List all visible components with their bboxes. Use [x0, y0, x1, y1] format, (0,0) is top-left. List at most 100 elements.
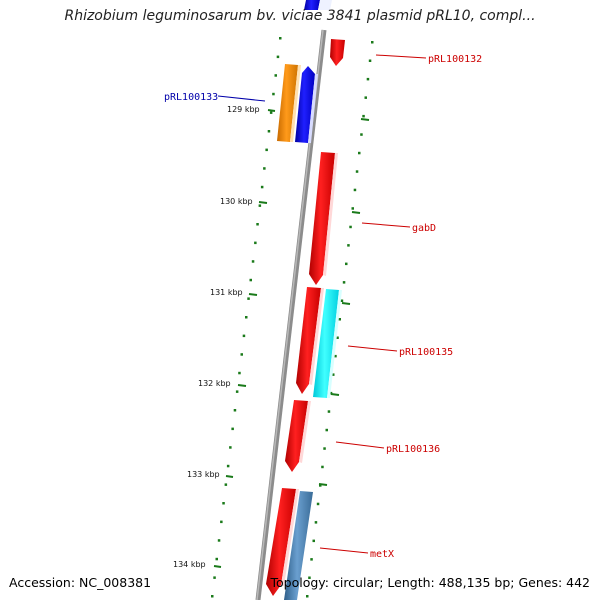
- inner-tick-dot: [229, 446, 232, 449]
- inner-tick-dot: [247, 297, 250, 300]
- outer-tick-dot: [323, 447, 326, 450]
- gene-red-3-white: [309, 288, 324, 385]
- map-title: Rhizobium leguminosarum bv. viciae 3841 …: [64, 8, 536, 24]
- outer-tick-dot: [368, 59, 372, 62]
- tick-label-134: 134 kbp: [173, 560, 206, 569]
- outer-tick-dot: [364, 96, 367, 99]
- tick-mark-132: [237, 384, 247, 387]
- outer-tick-1: [360, 118, 370, 121]
- inner-tick-dot: [240, 353, 243, 356]
- inner-tick-dot: [272, 92, 275, 96]
- inner-tick-dot: [249, 278, 252, 282]
- outer-tick-dot: [325, 428, 328, 432]
- outer-tick-4: [330, 393, 340, 396]
- gene-gabD[interactable]: [309, 152, 335, 285]
- outer-tick-dot: [334, 354, 337, 358]
- label-gabD[interactable]: gabD: [412, 223, 436, 234]
- outer-tick-dot: [340, 299, 344, 302]
- inner-tick-dot: [211, 595, 214, 598]
- topology-text: Topology: circular; Length: 488,135 bp; …: [270, 575, 591, 590]
- label-pRL100133[interactable]: pRL100133: [164, 92, 218, 103]
- label-pRL100132[interactable]: pRL100132: [428, 54, 482, 65]
- gene-pRL100133-white: [308, 74, 318, 143]
- inner-tick-dot: [256, 223, 259, 226]
- gene-pRL100136[interactable]: [285, 400, 308, 472]
- tick-mark-129: [267, 109, 276, 112]
- outer-tick-dot: [329, 391, 333, 395]
- leader-pRL100135: [347, 345, 398, 352]
- outer-tick-dot: [353, 188, 357, 192]
- inner-tick-dot: [233, 409, 237, 412]
- tick-mark-134: [213, 565, 222, 568]
- inner-tick-track: [211, 37, 282, 598]
- outer-tick-dot: [310, 558, 313, 561]
- gene-orange-white: [290, 65, 301, 142]
- outer-tick-dot: [342, 281, 346, 284]
- tick-mark-133: [225, 475, 234, 478]
- inner-tick-dot: [254, 241, 257, 245]
- label-pRL100135[interactable]: pRL100135: [399, 347, 453, 358]
- gene-red-5-white: [281, 489, 299, 586]
- label-pRL100136[interactable]: pRL100136: [386, 444, 440, 455]
- outer-tick-dot: [355, 170, 359, 173]
- tick-mark-130: [258, 201, 268, 204]
- outer-tick-dot: [358, 151, 361, 155]
- inner-tick-dot: [276, 55, 280, 59]
- outer-tick-dot: [347, 244, 350, 247]
- outer-tick-dot: [306, 595, 309, 598]
- tick-label-133: 133 kbp: [187, 470, 220, 479]
- outer-tick-dot: [319, 484, 322, 487]
- outer-tick-dot: [351, 207, 354, 210]
- inner-tick-dot: [220, 520, 223, 524]
- inner-tick-dot: [258, 204, 262, 207]
- leader-pRL100132: [375, 54, 427, 59]
- label-metX[interactable]: metX: [370, 549, 394, 560]
- inner-tick-dot: [265, 148, 268, 152]
- tick-label-129: 129 kbp: [227, 105, 260, 114]
- inner-tick-dot: [213, 576, 216, 579]
- outer-tick-dot: [312, 539, 315, 543]
- gene-orange[interactable]: [277, 64, 298, 142]
- inner-tick-dot: [269, 111, 273, 114]
- gene-top-partial-white: [318, 0, 332, 10]
- leader-metX: [319, 547, 369, 554]
- outer-tick-dot: [366, 77, 370, 81]
- gene-red-3[interactable]: [296, 287, 321, 394]
- inner-tick-dot: [260, 185, 264, 189]
- tick-mark-131: [248, 293, 258, 296]
- gene-pRL100136-white: [299, 401, 311, 463]
- gene-pRL100132[interactable]: [330, 39, 345, 66]
- leader-pRL100133: [217, 95, 266, 102]
- inner-tick-dot: [224, 483, 228, 486]
- inner-tick-dot: [274, 74, 277, 77]
- outer-tick-dot: [349, 225, 352, 229]
- gene-pRL100133[interactable]: [295, 66, 315, 143]
- outer-tick-3: [341, 302, 351, 305]
- outer-tick-dot: [308, 576, 311, 579]
- gene-pRL100135-white: [327, 290, 342, 398]
- outer-tick-dot: [321, 465, 324, 469]
- outer-tick-dot: [338, 318, 341, 321]
- inner-tick-dot: [242, 334, 246, 338]
- leader-gabD: [361, 222, 411, 228]
- outer-tick-track: [306, 41, 374, 598]
- inner-tick-dot: [215, 557, 218, 561]
- inner-tick-dot: [226, 464, 230, 468]
- gene-pRL100135[interactable]: [313, 289, 339, 398]
- outer-tick-dot: [345, 262, 348, 266]
- outer-tick-dot: [314, 521, 318, 524]
- gene-red-5[interactable]: [266, 488, 296, 596]
- inner-tick-dot: [217, 539, 221, 542]
- outer-tick-5: [318, 483, 328, 486]
- outer-tick-2: [351, 211, 361, 214]
- tick-label-132: 132 kbp: [198, 379, 231, 388]
- backbone-line: [255, 29, 327, 600]
- inner-tick-dot: [235, 390, 239, 393]
- outer-tick-dot: [360, 133, 363, 136]
- gene-top-partial[interactable]: [304, 0, 320, 10]
- gene-metX[interactable]: [284, 491, 313, 600]
- outer-tick-dot: [316, 502, 320, 506]
- outer-tick-dot: [327, 410, 331, 413]
- gene-gabD-white: [323, 153, 338, 276]
